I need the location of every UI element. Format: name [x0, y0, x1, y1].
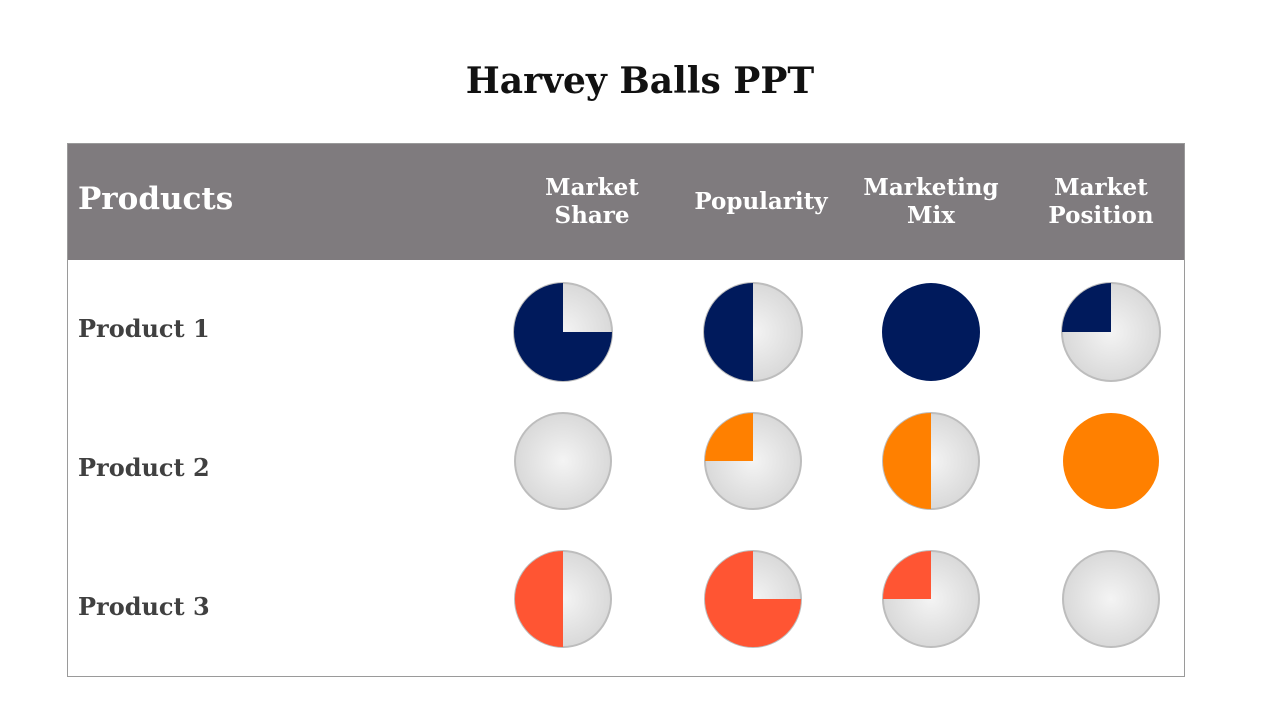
harvey-ball-fill [1062, 283, 1111, 332]
row-label-product-1: Product 1 [78, 314, 210, 343]
column-header-popularity: Popularity [694, 188, 828, 215]
harvey-ball-product-3-market-share [514, 550, 612, 648]
row-label-product-3: Product 3 [78, 592, 210, 621]
harvey-ball-table: Products Market Share Popularity Marketi… [67, 143, 1185, 677]
row-label-product-2: Product 2 [78, 453, 210, 482]
harvey-ball-product-1-popularity [703, 282, 803, 382]
harvey-ball-base [514, 412, 612, 510]
harvey-ball-product-2-popularity [704, 412, 802, 510]
column-header-market-share: Market Share [545, 174, 639, 229]
harvey-ball-product-3-market-position [1062, 550, 1160, 648]
harvey-ball-fill [704, 283, 753, 381]
column-header-marketing-mix: Marketing Mix [863, 174, 999, 229]
page-title: Harvey Balls PPT [465, 60, 815, 102]
harvey-ball-product-1-market-share [513, 282, 613, 382]
harvey-ball-fill [705, 551, 801, 647]
harvey-ball-product-3-popularity [704, 550, 802, 648]
harvey-ball-fill [1063, 413, 1159, 509]
harvey-ball-product-2-marketing-mix [882, 412, 980, 510]
harvey-ball-product-2-market-position [1063, 413, 1159, 509]
harvey-ball-base [1062, 550, 1160, 648]
harvey-ball-product-2-market-share [514, 412, 612, 510]
harvey-ball-product-3-marketing-mix [882, 550, 980, 648]
table-header: Products Market Share Popularity Marketi… [68, 144, 1184, 260]
harvey-ball-product-1-marketing-mix [882, 283, 980, 381]
header-products-label: Products [78, 181, 234, 217]
harvey-ball-fill [882, 283, 980, 381]
harvey-ball-fill [705, 413, 753, 461]
column-header-market-position: Market Position [1048, 174, 1154, 229]
harvey-ball-fill [514, 283, 612, 381]
harvey-ball-fill [515, 551, 563, 647]
harvey-ball-fill [883, 413, 931, 509]
harvey-ball-product-1-market-position [1061, 282, 1161, 382]
harvey-ball-fill [883, 551, 931, 599]
